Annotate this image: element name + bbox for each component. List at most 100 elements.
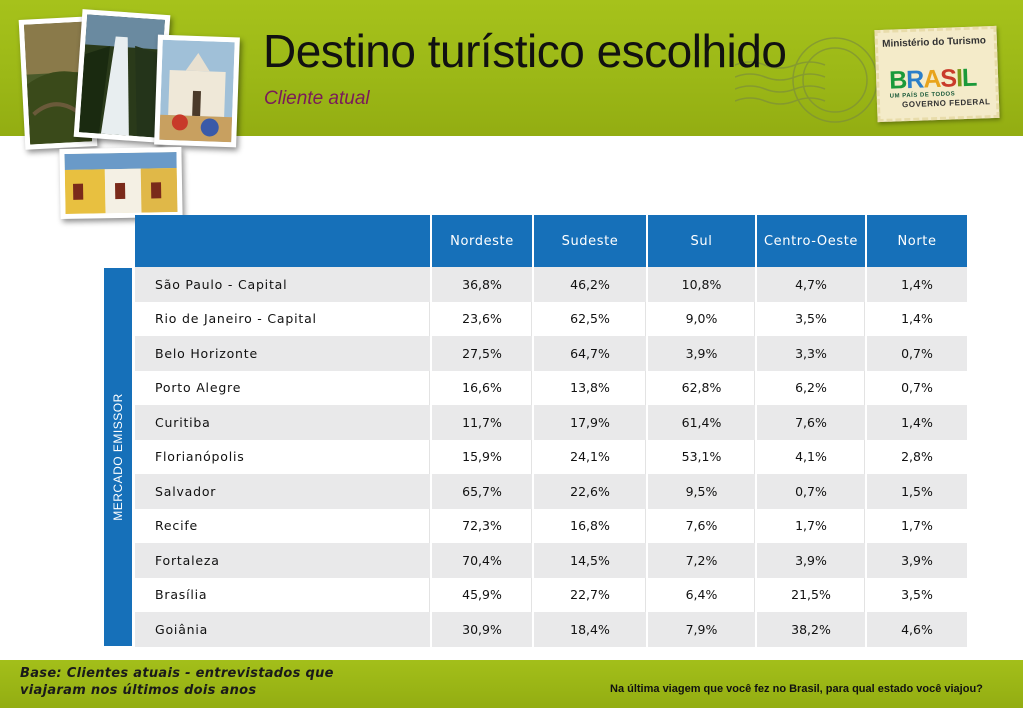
table-cell: 10,8%: [647, 267, 757, 302]
page-title: Destino turístico escolhido: [263, 25, 787, 77]
table-cell: 53,1%: [647, 439, 757, 474]
table-row: Brasília 45,9% 22,7% 6,4% 21,5% 3,5%: [135, 577, 967, 612]
table-cell: 1,5%: [866, 474, 967, 509]
column-header: Sul: [647, 215, 757, 267]
table-cell: 0,7%: [756, 474, 867, 509]
table-cell: 16,6%: [431, 370, 534, 405]
footer-band: [0, 660, 1023, 708]
table-cell: 7,2%: [647, 543, 757, 578]
row-city: Florianópolis: [135, 439, 432, 474]
table-cell: 16,8%: [533, 508, 648, 543]
photo-colonial-houses: [59, 146, 183, 220]
table-cell: 1,7%: [866, 508, 967, 543]
table-cell: 3,5%: [756, 301, 867, 336]
base-note-line1: Base: Clientes atuais - entrevistados qu…: [20, 666, 334, 681]
row-city: São Paulo - Capital: [135, 267, 432, 302]
column-header: Centro-Oeste: [756, 215, 867, 267]
table-cell: 11,7%: [431, 405, 534, 440]
column-header: Nordeste: [431, 215, 534, 267]
table-cell: 1,4%: [866, 267, 967, 302]
table-cell: 9,0%: [647, 301, 757, 336]
table-cell: 22,7%: [533, 577, 648, 612]
destination-table: Nordeste Sudeste Sul Centro-Oeste Norte …: [135, 215, 967, 647]
table-cell: 61,4%: [647, 405, 757, 440]
row-city: Goiânia: [135, 612, 432, 647]
table-cell: 15,9%: [431, 439, 534, 474]
row-city: Rio de Janeiro - Capital: [135, 301, 432, 336]
column-header: Sudeste: [533, 215, 648, 267]
table-cell: 4,7%: [756, 267, 867, 302]
table-cell: 62,5%: [533, 301, 648, 336]
base-note: Base: Clientes atuais - entrevistados qu…: [20, 665, 334, 699]
row-city: Curitiba: [135, 405, 432, 440]
table-cell: 27,5%: [431, 336, 534, 371]
table-cell: 65,7%: [431, 474, 534, 509]
table-cell: 3,5%: [866, 577, 967, 612]
page-subtitle: Cliente atual: [264, 88, 370, 109]
table-cell: 22,6%: [533, 474, 648, 509]
table-cell: 64,7%: [533, 336, 648, 371]
mercado-emissor-label: MERCADO EMISSOR: [104, 268, 132, 646]
table-row: Curitiba 11,7% 17,9% 61,4% 7,6% 1,4%: [135, 405, 967, 440]
table-cell: 3,9%: [756, 543, 867, 578]
table-row: Belo Horizonte 27,5% 64,7% 3,9% 3,3% 0,7…: [135, 336, 967, 371]
table-cell: 46,2%: [533, 267, 648, 302]
table-cell: 7,6%: [647, 508, 757, 543]
table-row: São Paulo - Capital 36,8% 46,2% 10,8% 4,…: [135, 267, 967, 302]
table-cell: 7,9%: [647, 612, 757, 647]
table-cell: 70,4%: [431, 543, 534, 578]
postmark-stamp: [734, 25, 885, 139]
table-cell: 36,8%: [431, 267, 534, 302]
table-cell: 6,4%: [647, 577, 757, 612]
logo-brand-text: BRASIL: [888, 63, 977, 95]
logo-government: GOVERNO FEDERAL: [901, 97, 991, 110]
table-cell: 7,6%: [756, 405, 867, 440]
table-cell: 4,6%: [866, 612, 967, 647]
table-cell: 62,8%: [647, 370, 757, 405]
table-row: Salvador 65,7% 22,6% 9,5% 0,7% 1,5%: [135, 474, 967, 509]
table-row: Rio de Janeiro - Capital 23,6% 62,5% 9,0…: [135, 301, 967, 336]
table-cell: 4,1%: [756, 439, 867, 474]
column-header: Norte: [866, 215, 967, 267]
ministerio-turismo-logo: Ministério do Turismo BRASIL UM PAÍS DE …: [874, 25, 1000, 123]
table-cell: 23,6%: [431, 301, 534, 336]
table-cell: 1,4%: [866, 301, 967, 336]
table-cell: 17,9%: [533, 405, 648, 440]
table-cell: 6,2%: [756, 370, 867, 405]
table-cell: 30,9%: [431, 612, 534, 647]
base-note-line2: viajaram nos últimos dois anos: [20, 683, 257, 698]
row-city: Salvador: [135, 474, 432, 509]
table-header-row: Nordeste Sudeste Sul Centro-Oeste Norte: [135, 215, 967, 267]
photo-church-festival: [154, 34, 240, 148]
table-cell: 3,9%: [647, 336, 757, 371]
table-row: Recife 72,3% 16,8% 7,6% 1,7% 1,7%: [135, 508, 967, 543]
column-header-city: [135, 215, 432, 267]
row-city: Fortaleza: [135, 543, 432, 578]
table-cell: 21,5%: [756, 577, 867, 612]
row-city: Porto Alegre: [135, 370, 432, 405]
table-cell: 0,7%: [866, 336, 967, 371]
table-cell: 3,3%: [756, 336, 867, 371]
table-cell: 9,5%: [647, 474, 757, 509]
table-cell: 13,8%: [533, 370, 648, 405]
table-cell: 45,9%: [431, 577, 534, 612]
row-city: Belo Horizonte: [135, 336, 432, 371]
table-cell: 18,4%: [533, 612, 648, 647]
logo-ministry-text: Ministério do Turismo: [882, 35, 987, 50]
table-cell: 0,7%: [866, 370, 967, 405]
row-city: Recife: [135, 508, 432, 543]
survey-question: Na última viagem que você fez no Brasil,…: [610, 683, 983, 695]
row-city: Brasília: [135, 577, 432, 612]
table-cell: 24,1%: [533, 439, 648, 474]
table-cell: 1,7%: [756, 508, 867, 543]
photo-waterfall: [73, 9, 171, 143]
table-row: Florianópolis 15,9% 24,1% 53,1% 4,1% 2,8…: [135, 439, 967, 474]
table-cell: 3,9%: [866, 543, 967, 578]
table-row: Goiânia 30,9% 18,4% 7,9% 38,2% 4,6%: [135, 612, 967, 647]
table-cell: 38,2%: [756, 612, 867, 647]
table-cell: 72,3%: [431, 508, 534, 543]
table-row: Porto Alegre 16,6% 13,8% 62,8% 6,2% 0,7%: [135, 370, 967, 405]
table-cell: 2,8%: [866, 439, 967, 474]
table-cell: 14,5%: [533, 543, 648, 578]
side-label-text: MERCADO EMISSOR: [111, 393, 125, 521]
